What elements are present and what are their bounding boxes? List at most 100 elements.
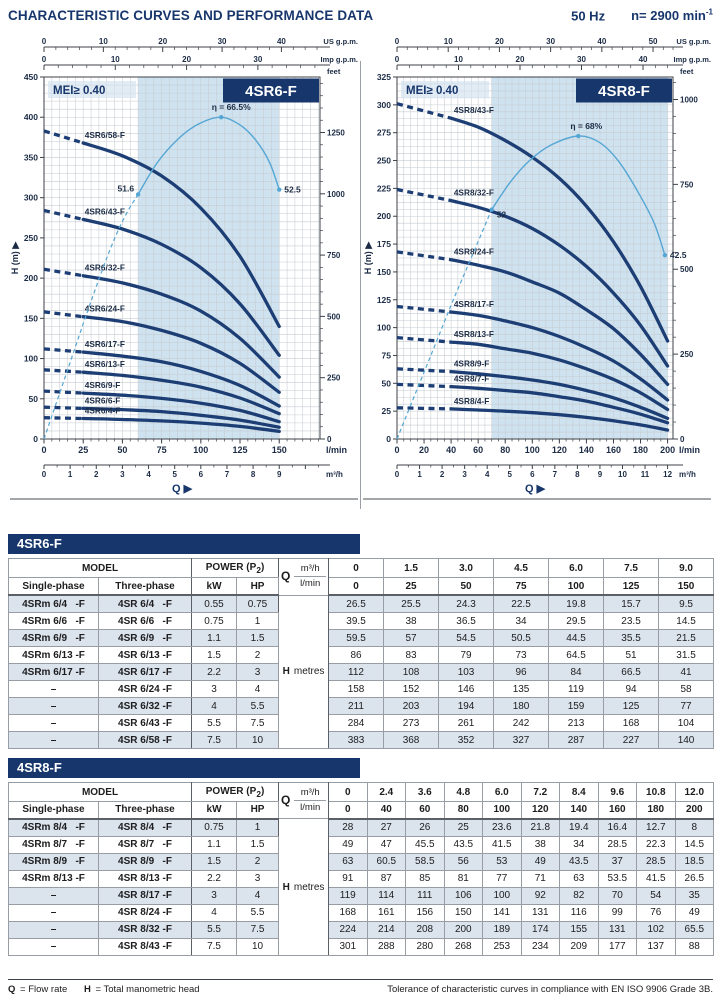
three-phase-header: Three-phase	[97, 800, 193, 820]
head-value: 49	[328, 835, 368, 854]
pump-curve	[449, 407, 670, 433]
pump-curve-dashed	[43, 129, 84, 145]
head-value: 106	[443, 886, 484, 905]
svg-text:52.5: 52.5	[284, 185, 301, 195]
power-kw: 3	[191, 680, 238, 699]
flow-symbol: Q	[8, 984, 16, 995]
lmin-value: 200	[674, 800, 715, 820]
head-value: 368	[383, 731, 440, 750]
lmin-unit: l/min	[294, 800, 327, 815]
head-value: 24.3	[438, 594, 495, 614]
head-value: 34	[493, 612, 550, 631]
head-value: 50.5	[493, 629, 550, 648]
head-value: 114	[366, 886, 407, 905]
svg-text:0: 0	[41, 445, 46, 455]
svg-text:η = 68%: η = 68%	[570, 121, 602, 131]
head-symbol: H	[83, 984, 91, 995]
svg-text:150: 150	[24, 314, 38, 324]
model-header: MODEL	[7, 558, 193, 579]
svg-text:Q ▶: Q ▶	[525, 483, 546, 495]
head-value: 36.5	[438, 612, 495, 631]
lmin-value: 0	[328, 577, 385, 597]
head-value: 64.5	[548, 646, 605, 665]
svg-text:0: 0	[394, 445, 399, 455]
head-value: 73	[493, 646, 550, 665]
frequency-value: 50 Hz	[571, 8, 606, 24]
svg-text:l/min: l/min	[326, 445, 347, 455]
head-value: 273	[383, 714, 440, 733]
head-value: 22.5	[493, 594, 550, 614]
head-value: 100	[482, 886, 522, 905]
svg-text:US g.p.m.: US g.p.m.	[676, 37, 711, 46]
svg-text:51.6: 51.6	[118, 184, 135, 194]
head-value: 16.4	[597, 818, 638, 837]
m3h-value: 2.4	[366, 782, 407, 802]
svg-text:4SR6/13-F: 4SR6/13-F	[85, 360, 125, 370]
svg-text:m³/h: m³/h	[326, 470, 343, 479]
three-phase-model: 4SR 6/13 -F	[97, 646, 193, 665]
head-value: 19.4	[559, 818, 599, 837]
pump-curve-dashed	[396, 188, 452, 203]
pump-curve	[81, 370, 281, 416]
lmin-value: 40	[366, 800, 407, 820]
power-kw: 3	[191, 886, 238, 905]
lmin-value: 120	[520, 800, 561, 820]
lmin-value: 180	[636, 800, 676, 820]
chart-title-box	[576, 78, 672, 103]
kw-header: kW	[191, 800, 238, 820]
pump-curve-dashed	[396, 102, 452, 121]
m3h-value: 9.0	[658, 558, 715, 579]
power-hp: 1	[236, 818, 280, 837]
power-kw: 7.5	[191, 731, 238, 750]
head-value: 87	[366, 869, 407, 888]
head-value: 37	[597, 852, 638, 871]
single-phase-model: 4SRm 6/6 -F	[8, 612, 99, 631]
svg-text:H (m) ▶: H (m) ▶	[10, 241, 20, 274]
svg-text:100: 100	[193, 445, 208, 455]
svg-text:7: 7	[553, 470, 558, 479]
svg-text:225: 225	[377, 184, 391, 194]
head-value: 301	[328, 937, 368, 956]
svg-text:150: 150	[272, 445, 287, 455]
svg-text:40: 40	[639, 55, 648, 64]
mei-label: MEI≥ 0.40	[406, 85, 458, 97]
table-row: 4SRm 8/13 -F 4SR 8/13 -F 2.2 3 91 87 85 81 77 71 6…	[8, 869, 715, 888]
q-symbol: Q	[281, 569, 291, 584]
svg-text:l/min: l/min	[679, 445, 700, 455]
head-value: 135	[493, 680, 550, 699]
svg-text:80: 80	[500, 445, 510, 455]
m3h-unit: m³/h	[300, 563, 320, 575]
svg-text:40: 40	[597, 37, 606, 46]
head-value: 65.5	[674, 920, 715, 939]
svg-text:1: 1	[68, 470, 73, 479]
svg-text:300: 300	[24, 193, 38, 203]
svg-text:5: 5	[172, 470, 177, 479]
svg-text:20: 20	[158, 37, 167, 46]
pump-curve-dashed	[396, 336, 452, 345]
svg-text:8: 8	[251, 470, 256, 479]
table-row: –4SR 8/43 -F 7.5 10 301 288 280 268 253 234 209 17…	[8, 937, 715, 956]
head-value: 84	[548, 663, 605, 682]
table-row: 4SRm 6/17 -F 4SR 6/17 -F 2.2 3 112 108 103 96 84…	[8, 663, 715, 682]
model-header: MODEL	[7, 782, 193, 802]
svg-text:0: 0	[395, 55, 400, 64]
three-phase-model: 4SR 8/7 -F	[97, 835, 193, 854]
pump-curve	[81, 417, 281, 434]
svg-text:10: 10	[444, 37, 453, 46]
pump-curve	[449, 116, 670, 343]
head-value: 45.5	[405, 835, 445, 854]
svg-text:4SR8/9-F: 4SR8/9-F	[454, 359, 490, 369]
head-value: 43.5	[443, 835, 484, 854]
head-value: 60.5	[366, 852, 407, 871]
power-hp: 3	[236, 869, 280, 888]
head-value: 63	[328, 852, 368, 871]
lmin-value: 60	[405, 800, 445, 820]
power-hp: 2	[236, 646, 280, 665]
head-value: 92	[520, 886, 561, 905]
power-kw: 1.1	[191, 835, 238, 854]
m3h-unit: m³/h	[300, 786, 320, 798]
